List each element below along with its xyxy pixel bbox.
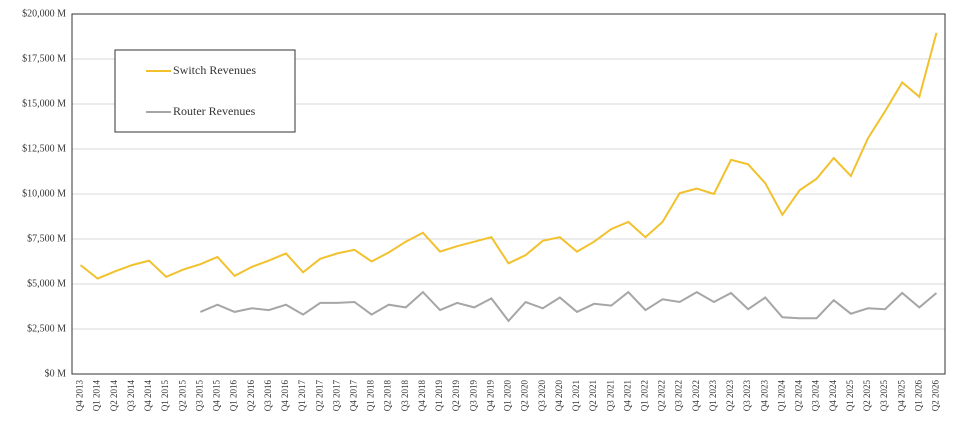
x-tick-label: Q3 2018 — [400, 380, 410, 412]
legend-label: Switch Revenues — [173, 63, 256, 77]
y-tick-label: $17,500 M — [22, 53, 66, 64]
x-tick-label: Q1 2017 — [297, 380, 307, 412]
x-tick-label: Q2 2014 — [109, 380, 119, 412]
x-tick-label: Q2 2024 — [794, 380, 804, 412]
x-tick-label: Q1 2016 — [229, 380, 239, 412]
x-tick-label: Q1 2021 — [571, 380, 581, 411]
x-tick-label: Q4 2016 — [280, 380, 290, 412]
x-tick-label: Q1 2025 — [845, 380, 855, 412]
x-tick-label: Q4 2013 — [75, 380, 85, 412]
y-tick-label: $10,000 M — [22, 188, 66, 199]
x-tick-label: Q2 2019 — [451, 380, 461, 412]
y-tick-label: $5,000 M — [27, 278, 66, 289]
x-tick-label: Q4 2024 — [828, 380, 838, 412]
x-tick-label: Q3 2021 — [605, 380, 615, 411]
x-tick-label: Q3 2023 — [742, 380, 752, 412]
legend-label: Router Revenues — [173, 104, 256, 118]
x-tick-label: Q2 2020 — [520, 380, 530, 412]
x-tick-label: Q4 2025 — [896, 380, 906, 412]
y-tick-label: $20,000 M — [22, 8, 66, 19]
x-tick-label: Q3 2019 — [468, 380, 478, 412]
y-tick-label: $0 M — [45, 368, 67, 379]
x-tick-label: Q1 2022 — [640, 380, 650, 411]
x-tick-label: Q2 2015 — [177, 380, 187, 412]
x-tick-label: Q4 2022 — [691, 380, 701, 411]
x-tick-label: Q2 2016 — [246, 380, 256, 412]
x-tick-label: Q1 2023 — [708, 380, 718, 412]
x-tick-label: Q4 2018 — [417, 380, 427, 412]
x-tick-label: Q4 2015 — [212, 380, 222, 412]
x-tick-label: Q2 2018 — [383, 380, 393, 412]
x-tick-label: Q4 2021 — [622, 380, 632, 411]
series-line — [199, 290, 938, 323]
x-tick-label: Q4 2014 — [143, 380, 153, 412]
x-tick-label: Q3 2017 — [331, 380, 341, 412]
x-tick-label: Q1 2024 — [776, 380, 786, 412]
x-tick-label: Q1 2020 — [503, 380, 513, 412]
x-tick-label: Q2 2021 — [588, 380, 598, 411]
x-tick-label: Q3 2014 — [126, 380, 136, 412]
x-tick-label: Q2 2023 — [725, 380, 735, 412]
x-tick-label: Q2 2026 — [931, 380, 941, 412]
series-line — [79, 32, 938, 280]
x-tick-label: Q1 2019 — [434, 380, 444, 412]
x-tick-label: Q1 2018 — [366, 380, 376, 412]
x-tick-label: Q3 2015 — [194, 380, 204, 412]
x-tick-label: Q1 2026 — [913, 380, 923, 412]
legend-box — [114, 49, 296, 133]
x-tick-label: Q3 2020 — [537, 380, 547, 412]
x-tick-label: Q4 2020 — [554, 380, 564, 412]
y-tick-label: $15,000 M — [22, 98, 66, 109]
x-tick-label: Q1 2015 — [160, 380, 170, 412]
x-tick-label: Q3 2025 — [879, 380, 889, 412]
x-tick-label: Q3 2024 — [811, 380, 821, 412]
x-tick-label: Q3 2016 — [263, 380, 273, 412]
x-tick-label: Q2 2025 — [862, 380, 872, 412]
plot-border — [71, 13, 946, 375]
x-tick-label: Q3 2022 — [674, 380, 684, 411]
y-tick-label: $12,500 M — [22, 143, 66, 154]
x-tick-label: Q4 2023 — [759, 380, 769, 412]
x-tick-label: Q4 2019 — [485, 380, 495, 412]
y-tick-label: $2,500 M — [27, 323, 66, 334]
x-tick-label: Q2 2022 — [657, 380, 667, 411]
x-tick-label: Q2 2017 — [314, 380, 324, 412]
y-tick-label: $7,500 M — [27, 233, 66, 244]
x-tick-label: Q4 2017 — [349, 380, 359, 412]
x-tick-label: Q1 2014 — [92, 380, 102, 412]
